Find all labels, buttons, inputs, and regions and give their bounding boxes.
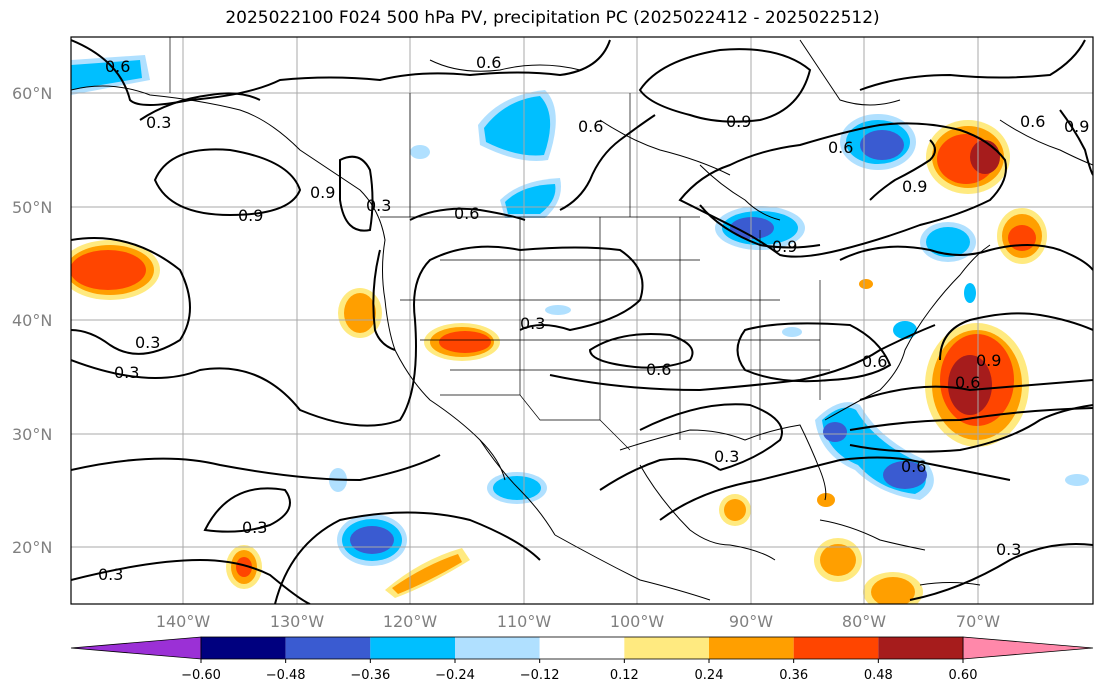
political-borders xyxy=(169,37,830,451)
contour-label: 0.3 xyxy=(242,518,267,537)
contour-label: 0.9 xyxy=(238,206,263,225)
colorbar-segment xyxy=(624,637,709,659)
contour-label: 0.3 xyxy=(114,363,139,382)
contour-label: 0.3 xyxy=(98,565,123,584)
colorbar-extend-high xyxy=(962,636,1094,660)
lat-label: 60°N xyxy=(12,84,52,103)
colorbar-segment xyxy=(455,637,540,659)
lon-label: 130°W xyxy=(270,612,325,631)
colorbar-segment xyxy=(878,637,963,659)
colorbar-tick-label: −0.60 xyxy=(181,668,221,683)
contour-label: 0.9 xyxy=(902,177,927,196)
colorbar-tick-label: −0.12 xyxy=(520,668,560,683)
pv-contours xyxy=(71,39,1093,604)
colorbar-tick-label: 0.48 xyxy=(864,668,893,683)
coastlines xyxy=(71,39,1093,601)
contour-label: 0.9 xyxy=(1064,117,1089,136)
lat-label: 50°N xyxy=(12,198,52,217)
lat-label: 40°N xyxy=(12,311,52,330)
contour-label: 0.6 xyxy=(105,57,130,76)
colorbar-segment xyxy=(201,637,286,659)
colorbar-tick-label: 0.24 xyxy=(695,668,724,683)
lon-label: 100°W xyxy=(610,612,665,631)
colorbar-extend-low xyxy=(70,636,202,660)
colorbar-tick-label: 0.36 xyxy=(779,668,808,683)
colorbar-tick-label: −0.36 xyxy=(350,668,390,683)
colorbar-tick-label: 0.60 xyxy=(949,668,978,683)
contour-label: 0.9 xyxy=(310,183,335,202)
contour-labels: 0.6 0.6 0.3 0.9 0.6 0.9 0.6 0.9 0.6 0.3 … xyxy=(98,53,1089,584)
contour-label: 0.6 xyxy=(828,138,853,157)
contour-label: 0.6 xyxy=(901,457,926,476)
lon-label: 110°W xyxy=(497,612,552,631)
contour-label: 0.6 xyxy=(955,373,980,392)
contour-label: 0.9 xyxy=(726,112,751,131)
contour-label: 0.3 xyxy=(146,113,171,132)
colorbar-segment xyxy=(793,637,879,659)
contour-label: 0.6 xyxy=(1020,112,1045,131)
lon-label: 90°W xyxy=(729,612,773,631)
contour-label: 0.6 xyxy=(578,117,603,136)
contour-label: 0.3 xyxy=(366,196,391,215)
colorbar: −0.60 −0.48 −0.36 −0.24 −0.12 0.12 0.24 0.36 0.4… xyxy=(70,636,1094,683)
colorbar-tick-label: 0.12 xyxy=(610,668,639,683)
lon-label: 80°W xyxy=(842,612,886,631)
contour-label: 0.9 xyxy=(976,351,1001,370)
latitude-labels: 60°N 50°N 40°N 30°N 20°N xyxy=(12,84,52,557)
contour-label: 0.6 xyxy=(454,204,479,223)
colorbar-border xyxy=(200,636,964,660)
contour-label: 0.6 xyxy=(862,352,887,371)
lon-label: 140°W xyxy=(156,612,211,631)
contour-label: 0.3 xyxy=(996,540,1021,559)
lat-label: 20°N xyxy=(12,538,52,557)
lat-label: 30°N xyxy=(12,425,52,444)
lon-label: 70°W xyxy=(956,612,1000,631)
contour-label: 0.6 xyxy=(646,360,671,379)
contour-label: 0.6 xyxy=(476,53,501,72)
lon-label: 120°W xyxy=(383,612,438,631)
colorbar-segment xyxy=(539,637,625,659)
contour-label: 0.3 xyxy=(714,447,739,466)
contour-label: 0.3 xyxy=(520,314,545,333)
contour-label: 0.3 xyxy=(135,333,160,352)
colorbar-tick-label: −0.48 xyxy=(266,668,306,683)
chart-title: 2025022100 F024 500 hPa PV, precipitatio… xyxy=(225,8,880,28)
precip-positive-shading xyxy=(71,120,1047,604)
contour-label: 0.9 xyxy=(772,237,797,256)
longitude-labels: 140°W 130°W 120°W 110°W 100°W 90°W 80°W … xyxy=(156,612,1000,631)
colorbar-tick-label: −0.24 xyxy=(435,668,475,683)
map-border xyxy=(70,36,1094,605)
colorbar-segment xyxy=(709,637,794,659)
colorbar-segment xyxy=(370,637,455,659)
colorbar-segment xyxy=(285,637,371,659)
